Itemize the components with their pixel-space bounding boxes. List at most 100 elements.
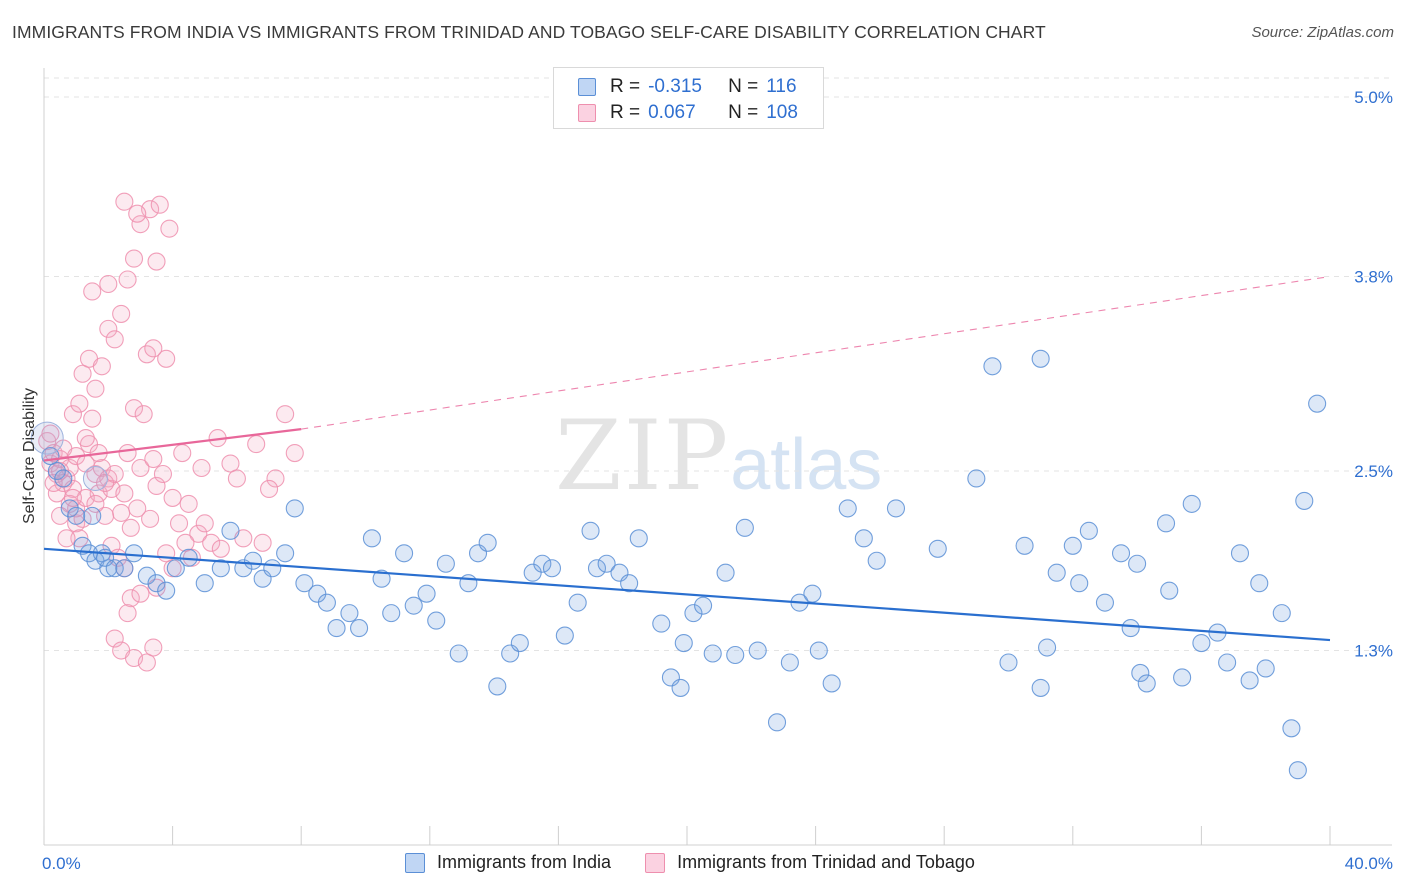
india-point — [99, 559, 118, 578]
tt-point — [227, 469, 246, 488]
tt-point — [276, 405, 295, 424]
india-point — [285, 499, 304, 518]
tt-point — [99, 274, 118, 294]
india-point — [488, 677, 507, 696]
india-point — [1240, 671, 1259, 690]
tt-point — [173, 443, 192, 463]
india-point — [1128, 554, 1147, 573]
tt-point — [169, 514, 189, 533]
tt-swatch — [578, 104, 596, 122]
india-point — [533, 554, 552, 573]
india-point — [1256, 659, 1275, 678]
india-point — [340, 604, 359, 623]
tt-point — [105, 330, 124, 349]
india-point — [317, 593, 336, 612]
india-point — [1156, 514, 1176, 533]
y-axis-label: Self-Care Disability — [21, 387, 38, 525]
tt-point — [105, 464, 124, 484]
india-point — [350, 619, 369, 638]
tt-point — [63, 488, 82, 507]
tt-point — [124, 399, 144, 418]
india-point — [1031, 678, 1050, 697]
india-r-value: -0.315 — [648, 76, 702, 97]
india-point — [295, 574, 314, 593]
india-point — [1160, 581, 1179, 600]
india-point — [449, 644, 468, 663]
india-trend-line — [43, 547, 1331, 642]
india-point — [1230, 544, 1250, 563]
tt-point — [112, 304, 131, 323]
india-point-large — [30, 421, 64, 455]
india-point-large — [82, 465, 108, 491]
tt-point — [128, 499, 147, 518]
india-point — [404, 596, 423, 615]
india-point — [1131, 663, 1150, 683]
tt-point — [115, 192, 134, 211]
india-point — [211, 559, 230, 578]
india-legend-label: Immigrants from India — [437, 852, 612, 872]
india-point — [809, 641, 828, 660]
tt-point — [115, 484, 134, 503]
tt-point — [202, 533, 221, 552]
india-point — [1095, 593, 1114, 612]
india-point — [1063, 536, 1082, 555]
india-point — [928, 539, 947, 558]
tt-point — [118, 604, 137, 623]
india-point — [735, 518, 754, 537]
india-point — [568, 593, 587, 612]
legend-row-tt: R = 0.067 N = 108 — [578, 101, 798, 125]
tick-labels: 1.3% 2.5% 3.8% 5.0% 0.0% 40.0% — [42, 88, 1393, 873]
tt-point — [163, 488, 182, 507]
india-point — [1182, 494, 1201, 513]
tt-point — [86, 379, 105, 398]
india-point — [867, 551, 886, 570]
india-point — [1272, 604, 1291, 623]
india-point — [83, 506, 102, 525]
tt-point — [63, 405, 82, 424]
tt-trend-line — [43, 428, 302, 462]
india-point — [629, 529, 648, 548]
tt-point — [73, 364, 92, 383]
india-point — [459, 574, 478, 593]
series-legend: Immigrants from India Immigrants from Tr… — [405, 852, 1009, 873]
tt-point — [285, 443, 304, 463]
india-point — [1031, 349, 1050, 368]
india-point — [1173, 668, 1192, 687]
india-point — [1308, 394, 1327, 413]
india-point — [767, 713, 787, 732]
india-points — [30, 349, 1327, 780]
tt-point — [51, 506, 70, 525]
india-point — [967, 469, 986, 488]
india-n-value: 116 — [766, 76, 797, 97]
india-r-label: R = — [610, 76, 641, 97]
legend-item-tt: Immigrants from Trinidad and Tobago — [645, 852, 975, 873]
india-point — [703, 644, 722, 663]
tt-point — [192, 458, 211, 478]
tt-point — [259, 479, 279, 499]
india-point — [137, 566, 156, 585]
tt-point — [76, 488, 95, 507]
tt-point — [176, 533, 195, 552]
india-point — [1218, 653, 1237, 672]
india-point — [276, 544, 295, 563]
india-point — [417, 584, 436, 603]
india-point — [597, 554, 616, 573]
tt-point — [189, 524, 208, 543]
india-point — [436, 554, 455, 573]
y-tick-label: 2.5% — [1354, 462, 1393, 481]
india-point — [684, 604, 703, 623]
tt-n-value: 108 — [766, 102, 798, 123]
india-point — [243, 551, 263, 570]
india-point — [263, 559, 282, 578]
tt-point — [124, 249, 144, 268]
india-point — [1192, 633, 1211, 653]
tt-point — [195, 514, 214, 533]
tt-point — [76, 429, 95, 448]
tt-point — [92, 357, 111, 376]
india-point — [1282, 719, 1301, 738]
india-point — [694, 596, 713, 615]
tt-point — [141, 509, 160, 528]
india-point — [1079, 521, 1098, 540]
tt-point — [57, 529, 76, 548]
tt-point — [221, 454, 240, 473]
